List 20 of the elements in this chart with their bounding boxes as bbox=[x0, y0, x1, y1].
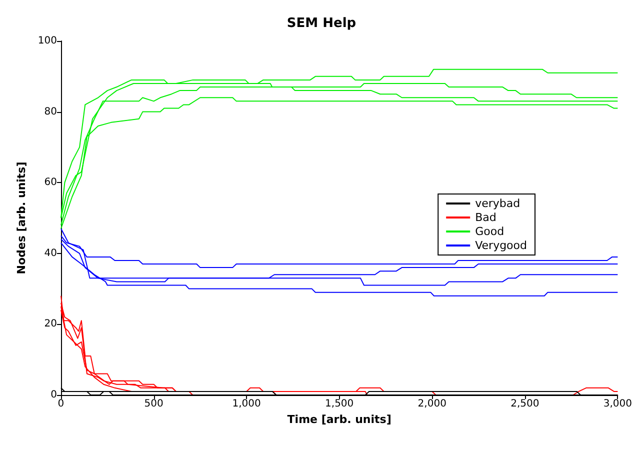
x-tick-label: 1,000 bbox=[232, 398, 261, 410]
legend-label: Bad bbox=[475, 211, 496, 224]
x-tick-label: 500 bbox=[144, 398, 164, 410]
y-tick-label: 80 bbox=[44, 106, 57, 118]
x-tick-label: 3,000 bbox=[603, 398, 632, 410]
x-tick-label: 1,500 bbox=[325, 398, 354, 410]
y-tick-label: 0 bbox=[50, 390, 57, 400]
legend-label: Verygood bbox=[475, 239, 528, 252]
x-axis-title: Time [arb. units] bbox=[287, 412, 392, 426]
legend-label: verybad bbox=[475, 197, 520, 210]
y-tick-label: 40 bbox=[44, 248, 57, 259]
x-tick-label: 2,000 bbox=[418, 398, 446, 410]
chart-title: SEM Help bbox=[286, 16, 356, 31]
x-tick-label: 0 bbox=[58, 398, 64, 410]
legend-label: Good bbox=[475, 225, 504, 238]
y-axis-title: Nodes [arb. units] bbox=[15, 162, 28, 274]
y-tick-label: 100 bbox=[38, 36, 57, 46]
x-tick-label: 2,500 bbox=[510, 398, 540, 410]
y-tick-label: 60 bbox=[44, 177, 57, 188]
y-tick-label: 20 bbox=[44, 318, 57, 330]
